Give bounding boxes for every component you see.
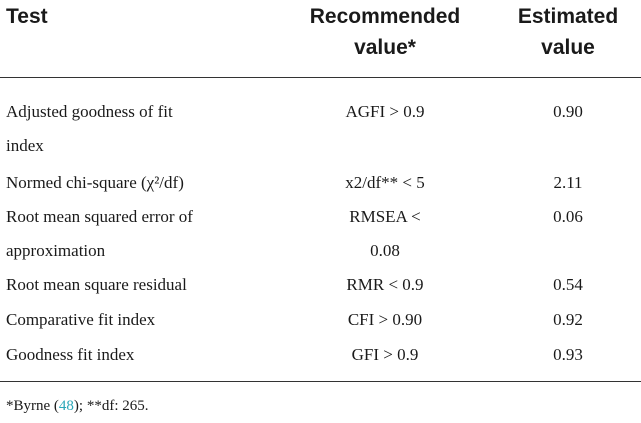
row-2-recommended: x2/df** < 5 [345, 173, 425, 192]
row-6-recommended: GFI > 0.9 [351, 345, 419, 364]
reference-link[interactable]: 48 [58, 398, 74, 414]
row-2-test-line1: Normed chi-square (χ²/df) [6, 173, 184, 192]
header-test: Test [6, 5, 48, 28]
row-4-recommended: RMR < 0.9 [346, 275, 424, 294]
row-5-recommended: CFI > 0.90 [347, 310, 423, 329]
footnote-suffix: ); **df: 265. [73, 398, 149, 414]
header-recommended-line1: Recommended [309, 5, 461, 28]
row-1-recommended: AGFI > 0.9 [345, 102, 425, 121]
row-3-recommended-line1: RMSEA < [349, 207, 421, 226]
header-divider [0, 77, 641, 78]
table-footnote: *Byrne (48); **df: 265. [6, 395, 148, 417]
row-5-test-line1: Comparative fit index [6, 310, 156, 329]
row-3-test-line1: Root mean squared error of [6, 207, 193, 226]
header-estimated-line1: Estimated [517, 5, 619, 28]
header-estimated-line2: value [541, 36, 595, 59]
row-4-estimated: 0.54 [553, 275, 583, 294]
row-3-estimated: 0.06 [553, 207, 583, 226]
row-2-estimated: 2.11 [553, 173, 583, 192]
table-bottom-rule [0, 381, 641, 382]
row-6-estimated: 0.93 [553, 345, 583, 364]
row-1-test-line2: index [6, 136, 44, 155]
row-5-estimated: 0.92 [553, 310, 583, 329]
row-3-test-line2: approximation [6, 241, 106, 260]
row-3-recommended-line2: 0.08 [370, 241, 400, 260]
row-1-test-line1: Adjusted goodness of fit [6, 102, 173, 121]
row-4-test-line1: Root mean square residual [6, 275, 187, 294]
footnote-prefix: *Byrne ( [6, 398, 59, 414]
row-1-estimated: 0.90 [553, 102, 583, 121]
row-6-test-line1: Goodness fit index [6, 345, 135, 364]
header-recommended-line2: value* [354, 36, 416, 59]
